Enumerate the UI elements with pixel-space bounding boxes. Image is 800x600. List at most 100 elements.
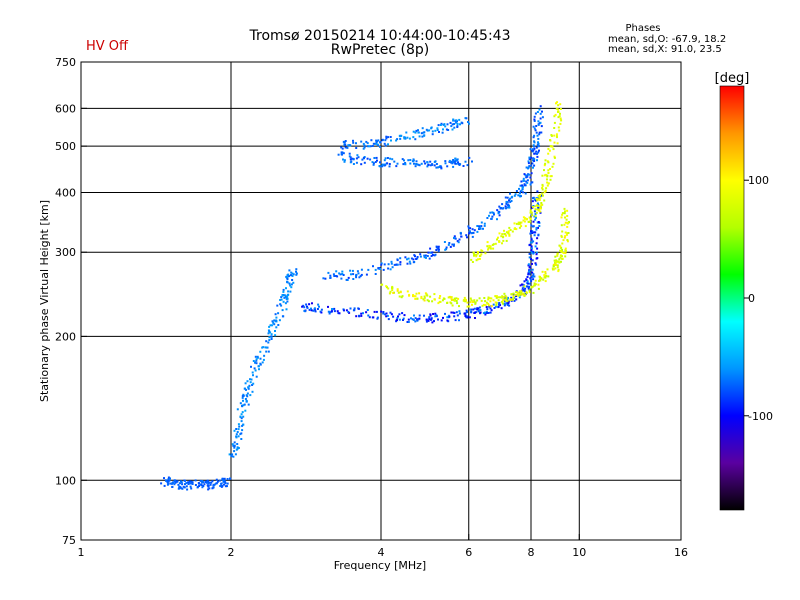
scatter-point	[452, 119, 455, 122]
scatter-point	[243, 403, 246, 406]
scatter-point	[519, 221, 522, 224]
scatter-point	[417, 163, 420, 166]
scatter-point	[507, 232, 510, 234]
chart-subtitle: RwPretec (8p)	[331, 42, 429, 58]
scatter-point	[473, 311, 476, 314]
scatter-point	[563, 212, 566, 215]
scatter-point	[247, 387, 250, 390]
scatter-point	[418, 164, 421, 167]
scatter-point	[538, 108, 541, 111]
scatter-point	[477, 309, 480, 312]
scatter-point	[488, 304, 491, 307]
scatter-point	[259, 350, 262, 353]
scatter-point	[540, 194, 543, 197]
scatter-point	[556, 101, 558, 104]
scatter-point	[444, 248, 447, 251]
scatter-point	[546, 181, 549, 184]
scatter-point	[522, 191, 525, 194]
scatter-point	[327, 305, 329, 308]
scatter-point	[274, 334, 277, 337]
scatter-point	[513, 299, 516, 302]
scatter-point	[246, 380, 249, 383]
scatter-point	[549, 168, 551, 170]
scatter-point	[311, 302, 313, 305]
scatter-point	[250, 378, 253, 381]
scatter-point	[566, 215, 569, 217]
scatter-point	[501, 295, 504, 298]
scatter-point	[399, 263, 402, 266]
scatter-point	[497, 236, 499, 239]
scatter-point	[423, 314, 425, 317]
scatter-point	[473, 299, 476, 302]
scatter-point	[425, 293, 428, 296]
scatter-point	[213, 483, 215, 486]
scatter-point	[219, 485, 222, 487]
scatter-point	[285, 298, 288, 300]
scatter-point	[329, 277, 332, 279]
scatter-point	[451, 162, 454, 165]
scatter-point	[399, 261, 402, 264]
scatter-point	[346, 279, 349, 281]
scatter-point	[270, 338, 273, 340]
scatter-point	[541, 270, 544, 273]
scatter-point	[534, 199, 537, 202]
scatter-point	[437, 318, 439, 321]
scatter-point	[348, 152, 351, 155]
scatter-point	[561, 257, 564, 260]
scatter-point	[289, 284, 292, 287]
scatter-point	[559, 108, 562, 110]
scatter-point	[312, 309, 315, 312]
scatter-point	[396, 289, 399, 292]
scatter-point	[406, 136, 409, 139]
scatter-point	[347, 310, 350, 313]
scatter-point	[471, 303, 473, 306]
scatter-point	[391, 287, 394, 290]
scatter-point	[385, 285, 388, 288]
scatter-point	[401, 158, 404, 161]
scatter-point	[503, 292, 506, 295]
scatter-point	[277, 324, 280, 326]
scatter-point	[391, 266, 394, 269]
scatter-point	[466, 164, 469, 167]
scatter-point	[529, 277, 532, 280]
scatter-point	[528, 256, 531, 259]
scatter-point	[333, 310, 336, 313]
scatter-point	[206, 479, 209, 482]
scatter-point	[235, 428, 238, 430]
scatter-point	[538, 199, 541, 201]
scatter-point	[461, 122, 464, 125]
scatter-point	[529, 220, 531, 223]
scatter-point	[537, 233, 540, 236]
scatter-point	[317, 303, 320, 306]
scatter-point	[493, 307, 496, 309]
scatter-point	[338, 312, 341, 315]
scatter-point	[508, 234, 511, 237]
scatter-point	[383, 263, 386, 266]
scatter-point	[337, 153, 340, 156]
scatter-point	[478, 225, 481, 228]
x-tick-label: 10	[572, 546, 586, 559]
scatter-point	[490, 217, 493, 220]
scatter-point	[454, 121, 457, 124]
scatter-point	[415, 129, 418, 132]
scatter-point	[544, 271, 547, 273]
scatter-point	[457, 161, 459, 164]
scatter-point	[340, 277, 343, 280]
colorbar-label: [deg]	[715, 71, 750, 86]
scatter-point	[535, 125, 538, 127]
scatter-point	[536, 190, 539, 193]
scatter-point	[374, 268, 377, 271]
scatter-point	[180, 487, 183, 490]
scatter-point	[494, 305, 497, 308]
scatter-point	[476, 307, 479, 310]
scatter-point	[500, 235, 503, 238]
scatter-point	[380, 310, 383, 313]
scatter-point	[452, 159, 455, 161]
scatter-point	[241, 411, 244, 414]
scatter-point	[369, 145, 372, 148]
scatter-point	[290, 283, 293, 286]
scatter-point	[529, 183, 532, 186]
scatter-point	[507, 302, 510, 304]
scatter-point	[375, 142, 378, 145]
x-axis: 1 2 4 6 8 10 16	[78, 534, 688, 559]
